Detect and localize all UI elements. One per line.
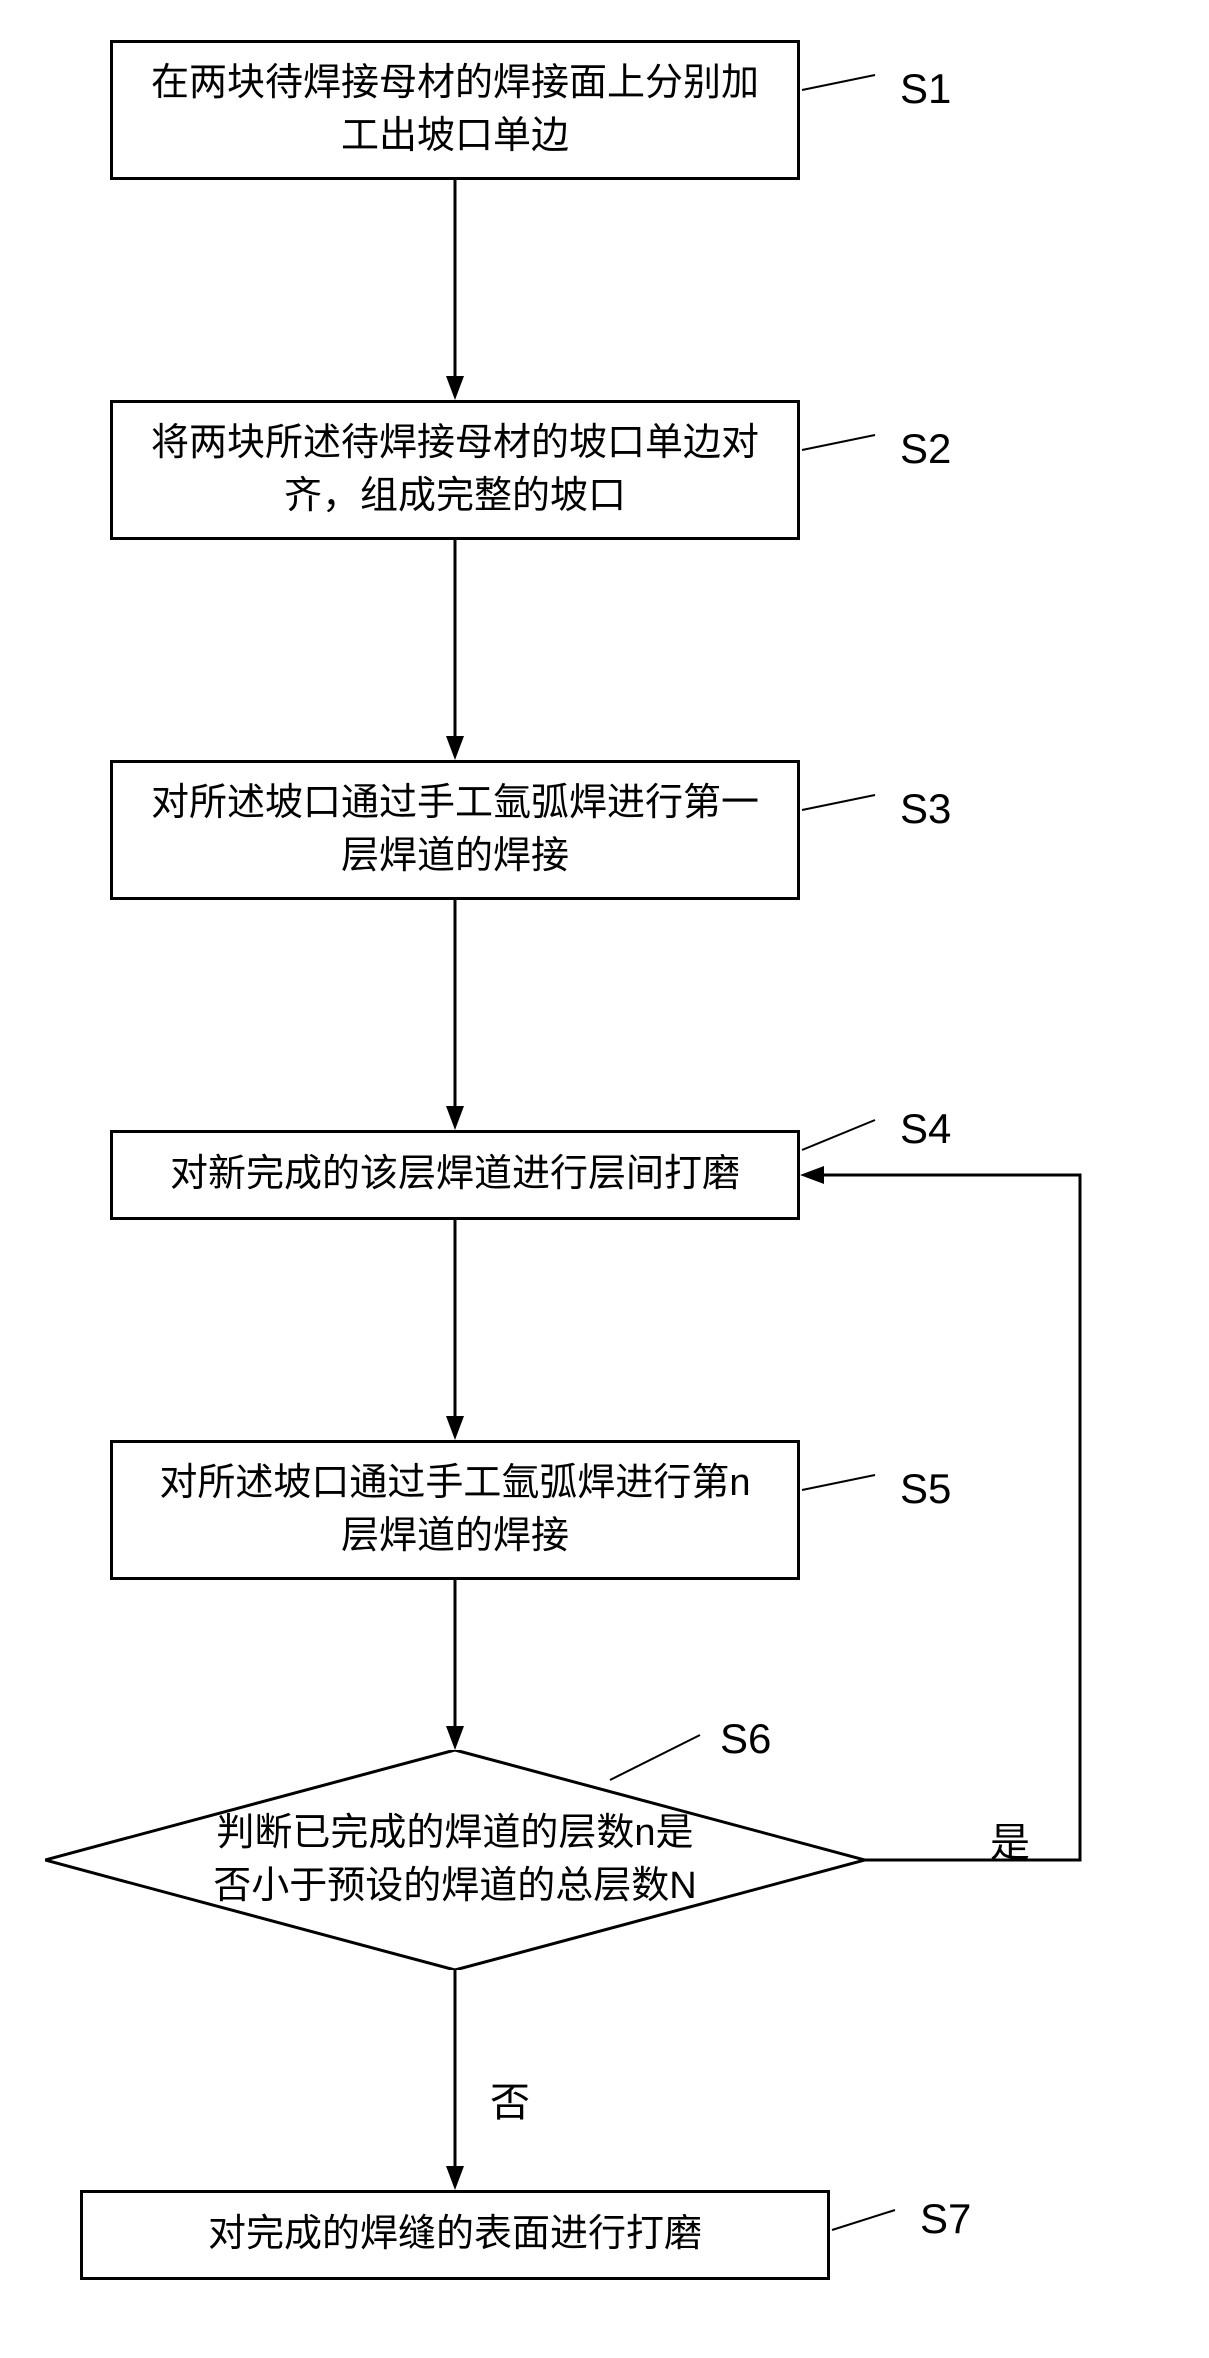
flow-node-s4: 对新完成的该层焊道进行层间打磨 (110, 1130, 800, 1220)
flow-node-text: 对所述坡口通过手工氩弧焊进行第一层焊道的焊接 (151, 777, 759, 883)
step-label-s1: S1 (900, 65, 951, 113)
flow-node-s3: 对所述坡口通过手工氩弧焊进行第一层焊道的焊接 (110, 760, 800, 900)
flow-node-text: 将两块所述待焊接母材的坡口单边对齐，组成完整的坡口 (151, 417, 759, 523)
flow-node-text: 判断已完成的焊道的层数n是否小于预设的焊道的总层数N (45, 1807, 865, 1913)
flow-node-s5: 对所述坡口通过手工氩弧焊进行第n层焊道的焊接 (110, 1440, 800, 1580)
flow-node-text: 对完成的焊缝的表面进行打磨 (208, 2208, 702, 2261)
flow-node-text: 在两块待焊接母材的焊接面上分别加工出坡口单边 (151, 57, 759, 163)
flowchart-canvas: 在两块待焊接母材的焊接面上分别加工出坡口单边 S1 将两块所述待焊接母材的坡口单边对… (0, 0, 1209, 2358)
step-label-s3: S3 (900, 785, 951, 833)
edge-label-s6-s4: 是 (990, 1810, 1030, 1868)
edge-label-s6-s7: 否 (490, 2070, 530, 2128)
flow-node-s1: 在两块待焊接母材的焊接面上分别加工出坡口单边 (110, 40, 800, 180)
flow-node-s6: 判断已完成的焊道的层数n是否小于预设的焊道的总层数N (45, 1750, 865, 1970)
flow-node-s7: 对完成的焊缝的表面进行打磨 (80, 2190, 830, 2280)
flow-node-text: 对所述坡口通过手工氩弧焊进行第n层焊道的焊接 (159, 1457, 750, 1563)
step-label-s7: S7 (920, 2195, 971, 2243)
step-label-s4: S4 (900, 1105, 951, 1153)
step-label-s2: S2 (900, 425, 951, 473)
flow-node-text: 对新完成的该层焊道进行层间打磨 (170, 1148, 740, 1201)
step-label-s5: S5 (900, 1465, 951, 1513)
step-label-s6: S6 (720, 1715, 771, 1763)
flow-node-s2: 将两块所述待焊接母材的坡口单边对齐，组成完整的坡口 (110, 400, 800, 540)
